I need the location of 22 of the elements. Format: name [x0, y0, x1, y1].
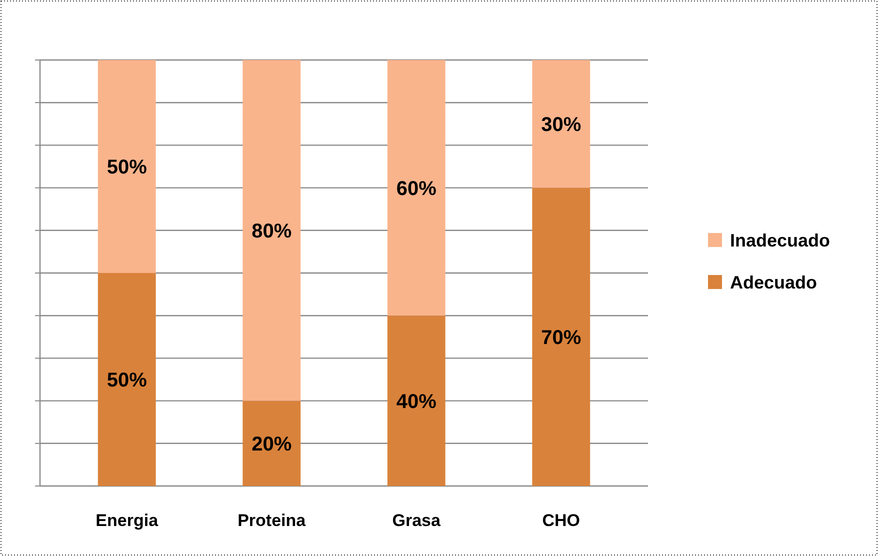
x-tick-label: Energia	[96, 511, 159, 530]
bar	[532, 188, 590, 486]
x-tick-label: CHO	[542, 511, 580, 530]
bar	[98, 60, 156, 273]
bar	[532, 60, 590, 188]
bar	[242, 60, 301, 401]
data-label: 50%	[106, 370, 148, 392]
data-label: 50%	[106, 156, 148, 178]
bar	[242, 400, 301, 486]
data-label: 40%	[396, 390, 437, 413]
data-label: 80%	[252, 220, 292, 242]
data-label: 20%	[252, 433, 292, 456]
x-tick-label: Proteina	[238, 511, 306, 530]
legend-label: Adecuado	[730, 272, 818, 292]
data-label: 60%	[396, 178, 437, 200]
data-label: 70%	[541, 326, 582, 349]
legend-label: Inadecuado	[730, 230, 830, 250]
x-tick-label: Grasa	[392, 511, 442, 530]
bar	[98, 273, 156, 486]
bar	[387, 316, 446, 486]
bar	[387, 60, 446, 316]
data-label: 30%	[541, 114, 582, 136]
